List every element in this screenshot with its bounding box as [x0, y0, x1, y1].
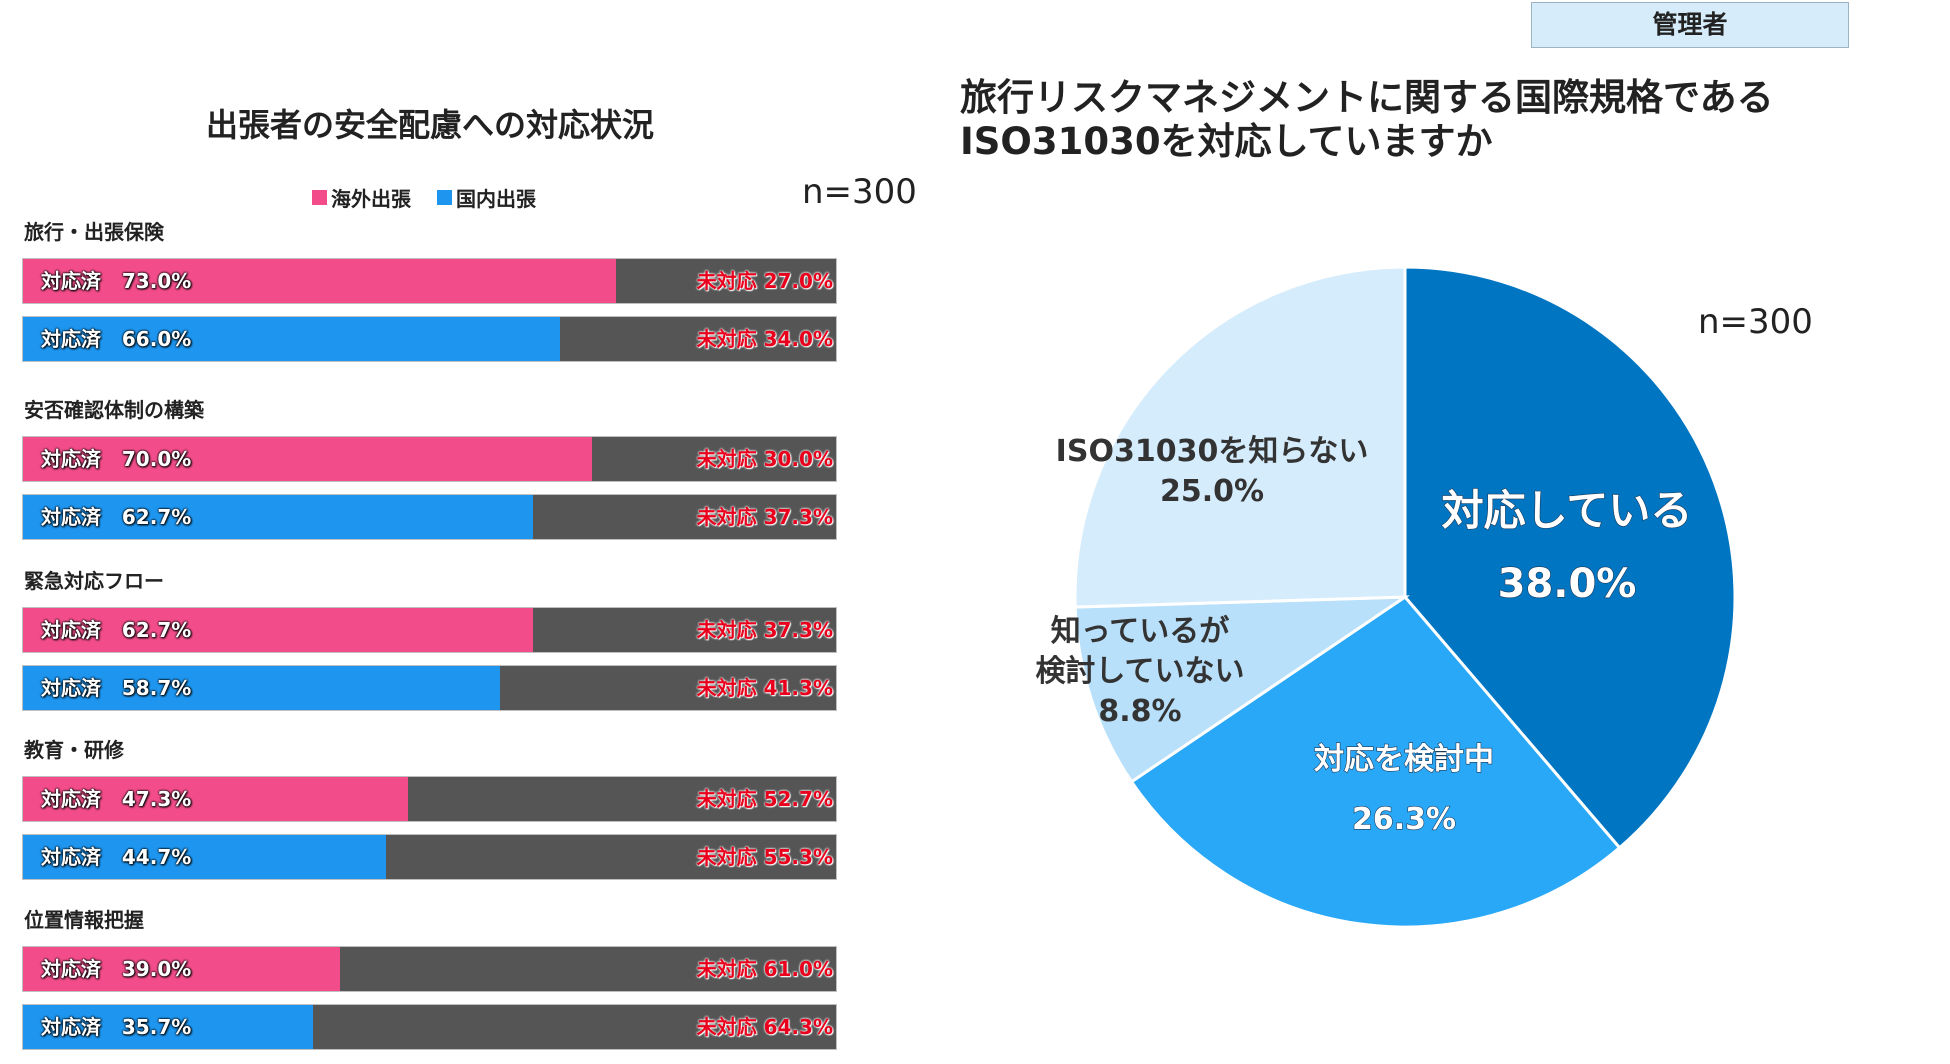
- bar-chart-title: 出張者の安全配慮への対応状況: [205, 106, 654, 144]
- bar-fill-done: [23, 947, 341, 991]
- bar-domestic: 対応済 44.7% 未対応 55.3%: [22, 834, 837, 880]
- bar-label-undone: 未対応 37.3%: [696, 618, 833, 642]
- legend-swatch-overseas: [312, 190, 327, 205]
- bar-label-done: 対応済 44.7%: [41, 845, 192, 869]
- bar-domestic: 対応済 58.7% 未対応 41.3%: [22, 665, 837, 711]
- bar-group-label: 位置情報把握: [24, 908, 144, 932]
- pie-slice-value: 26.3%: [1352, 802, 1456, 837]
- bar-fill-done: [23, 437, 593, 481]
- legend-swatch-domestic: [437, 190, 452, 205]
- bar-label-undone: 未対応 34.0%: [696, 327, 833, 351]
- bar-label-undone: 未対応 30.0%: [696, 447, 833, 471]
- bar-fill-done: [23, 666, 501, 710]
- bar-label-undone: 未対応 41.3%: [696, 676, 833, 700]
- bar-label-undone: 未対応 55.3%: [696, 845, 833, 869]
- pie-chart-title-line1: 旅行リスクマネジメントに関する国際規格である: [960, 76, 1774, 119]
- bar-label-done: 対応済 47.3%: [41, 787, 192, 811]
- pie-slice-label: 対応を検討中: [1314, 742, 1494, 777]
- bar-label-done: 対応済 62.7%: [41, 618, 192, 642]
- pie-slice-label: 知っているが: [1051, 614, 1230, 649]
- bar-label-undone: 未対応 52.7%: [696, 787, 833, 811]
- bar-overseas: 対応済 70.0% 未対応 30.0%: [22, 436, 837, 482]
- bar-label-done: 対応済 35.7%: [41, 1015, 192, 1039]
- bar-overseas: 対応済 47.3% 未対応 52.7%: [22, 776, 837, 822]
- pie-slice: [1073, 265, 1407, 609]
- pie-chart-sample-size: n=300: [1698, 302, 1813, 342]
- role-badge: 管理者: [1531, 2, 1849, 48]
- bar-domestic: 対応済 66.0% 未対応 34.0%: [22, 316, 837, 362]
- bar-label-done: 対応済 70.0%: [41, 447, 192, 471]
- pie-slice-label: 検討していない: [1035, 654, 1244, 689]
- bar-group-label: 旅行・出張保険: [24, 220, 164, 244]
- legend-label-domestic: 国内出張: [456, 187, 536, 211]
- bar-fill-done: [23, 317, 560, 361]
- bar-chart-sample-size: n=300: [802, 172, 917, 212]
- legend-item-overseas: 海外出張: [312, 183, 411, 212]
- bar-label-done: 対応済 66.0%: [41, 327, 192, 351]
- bar-group-label: 安否確認体制の構築: [24, 398, 204, 422]
- bar-label-undone: 未対応 61.0%: [696, 957, 833, 981]
- pie-chart-title-line2: ISO31030を対応していますか: [960, 120, 1493, 163]
- bar-fill-done: [23, 495, 533, 539]
- bar-label-undone: 未対応 27.0%: [696, 269, 833, 293]
- bar-overseas: 対応済 39.0% 未対応 61.0%: [22, 946, 837, 992]
- pie-slice-value: 25.0%: [1160, 474, 1264, 509]
- bar-label-undone: 未対応 37.3%: [696, 505, 833, 529]
- bar-fill-done: [23, 608, 533, 652]
- pie-slice-label: 対応している: [1442, 486, 1693, 535]
- bar-overseas: 対応済 62.7% 未対応 37.3%: [22, 607, 837, 653]
- pie-slice: [1073, 595, 1411, 784]
- bar-domestic: 対応済 35.7% 未対応 64.3%: [22, 1004, 837, 1050]
- legend-item-domestic: 国内出張: [437, 183, 536, 212]
- bar-label-done: 対応済 62.7%: [41, 505, 192, 529]
- bar-fill-done: [23, 777, 408, 821]
- bar-label-done: 対応済 39.0%: [41, 957, 192, 981]
- bar-group-label: 緊急対応フロー: [24, 569, 164, 593]
- bar-fill-done: [23, 1005, 314, 1049]
- bar-domestic: 対応済 62.7% 未対応 37.3%: [22, 494, 837, 540]
- bar-overseas: 対応済 73.0% 未対応 27.0%: [22, 258, 837, 304]
- legend-label-overseas: 海外出張: [331, 187, 411, 211]
- bar-fill-done: [23, 259, 617, 303]
- pie-slice: [1403, 265, 1737, 850]
- bar-group-label: 教育・研修: [24, 738, 124, 762]
- bar-label-undone: 未対応 64.3%: [696, 1015, 833, 1039]
- bar-label-done: 対応済 58.7%: [41, 676, 192, 700]
- bar-label-done: 対応済 73.0%: [41, 269, 192, 293]
- pie-slice-value: 38.0%: [1498, 561, 1637, 607]
- bar-fill-done: [23, 835, 387, 879]
- pie-chart-title: 旅行リスクマネジメントに関する国際規格である ISO31030を対応していますか: [960, 76, 1860, 164]
- bar-chart-legend: 海外出張 国内出張: [312, 183, 536, 212]
- pie-slice-label: ISO31030を知らない: [1056, 434, 1369, 469]
- pie-slice-value: 8.8%: [1098, 694, 1181, 729]
- pie-slice: [1129, 595, 1622, 929]
